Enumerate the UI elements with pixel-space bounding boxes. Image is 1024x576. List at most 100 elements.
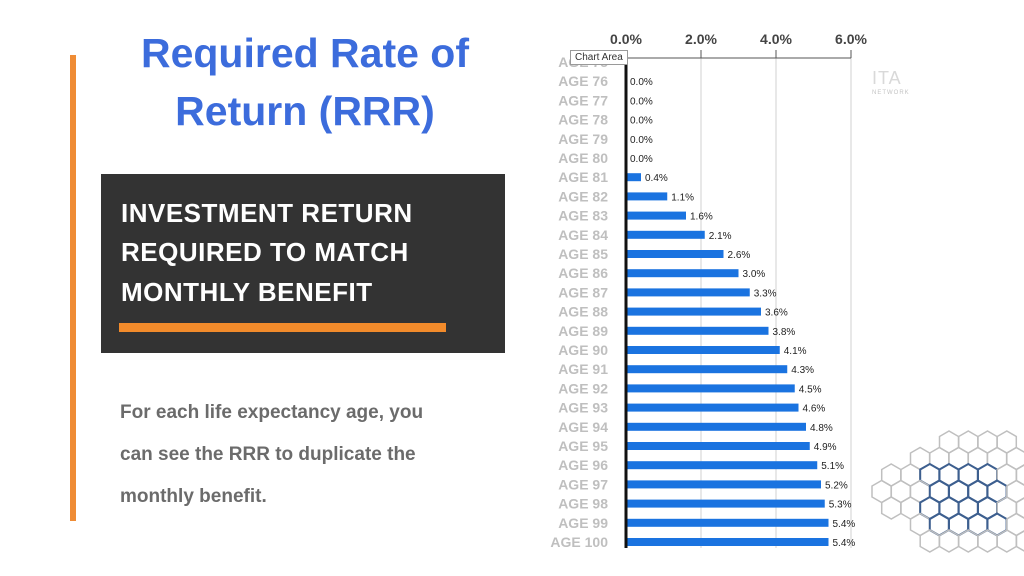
category-label: AGE 100 xyxy=(550,534,608,550)
category-label: AGE 86 xyxy=(558,265,608,281)
box-line-3: MONTHLY BENEFIT xyxy=(121,277,373,307)
bar xyxy=(626,499,825,508)
box-line-2: REQUIRED TO MATCH xyxy=(121,237,409,267)
title-line-2: Return (RRR) xyxy=(175,88,435,134)
logo-fragment: ITA xyxy=(872,68,902,88)
bar xyxy=(626,211,686,220)
hexagon-shape xyxy=(957,529,979,553)
bar xyxy=(626,192,668,201)
desc-line-1: For each life expectancy age, you xyxy=(120,402,424,423)
data-label: 4.9% xyxy=(814,442,837,453)
category-label: AGE 96 xyxy=(558,457,608,473)
data-label: 0.0% xyxy=(630,77,653,88)
category-label: AGE 76 xyxy=(558,73,608,89)
hexagon-shape xyxy=(996,529,1018,553)
bar xyxy=(626,173,641,182)
bar xyxy=(626,288,750,297)
data-label: 0.0% xyxy=(630,135,653,146)
bar xyxy=(626,422,806,431)
rrr-bar-chart[interactable]: 0.0%2.0%4.0%6.0%AGE 75AGE 760.0%AGE 770.… xyxy=(530,20,870,560)
category-label: AGE 79 xyxy=(558,131,608,147)
data-label: 4.3% xyxy=(791,365,814,376)
hexagon-shape xyxy=(919,529,941,553)
hexagon-shape xyxy=(938,529,960,553)
hexagon-shape xyxy=(1015,530,1024,552)
accent-line xyxy=(70,55,76,521)
bar xyxy=(626,230,705,239)
category-label: AGE 89 xyxy=(558,323,608,339)
box-line-1: INVESTMENT RETURN xyxy=(121,198,413,228)
category-label: AGE 88 xyxy=(558,304,608,320)
category-label: AGE 87 xyxy=(558,284,608,300)
data-label: 3.0% xyxy=(743,269,766,280)
bar xyxy=(626,442,810,450)
category-label: AGE 94 xyxy=(558,419,608,435)
category-label: AGE 85 xyxy=(558,246,608,262)
hexagon-shape xyxy=(1015,464,1024,486)
category-label: AGE 84 xyxy=(558,227,608,243)
category-label: AGE 95 xyxy=(558,438,608,454)
bar xyxy=(626,346,780,354)
headline-box: INVESTMENT RETURN REQUIRED TO MATCH MONT… xyxy=(101,174,505,353)
hexagon-shape xyxy=(1015,497,1024,519)
category-label: AGE 77 xyxy=(558,92,608,108)
bar xyxy=(626,480,821,489)
hexagon-shape xyxy=(880,496,902,520)
data-label: 0.0% xyxy=(630,96,653,107)
bar xyxy=(626,384,795,393)
category-label: AGE 81 xyxy=(558,169,608,185)
category-label: AGE 98 xyxy=(558,496,608,512)
description: For each life expectancy age, you can se… xyxy=(120,392,500,518)
bar xyxy=(626,250,724,258)
bar xyxy=(626,461,818,470)
chart-area-tooltip: Chart Area xyxy=(570,50,628,65)
data-label: 2.1% xyxy=(709,231,732,242)
category-label: AGE 82 xyxy=(558,188,608,204)
category-label: AGE 92 xyxy=(558,380,608,396)
hexagon-pattern xyxy=(871,430,1024,553)
x-tick-label: 0.0% xyxy=(610,31,642,47)
bar xyxy=(626,269,739,278)
data-label: 5.1% xyxy=(821,461,844,472)
category-label: AGE 83 xyxy=(558,208,608,224)
data-label: 2.6% xyxy=(728,250,751,261)
category-label: AGE 99 xyxy=(558,515,608,531)
data-label: 4.8% xyxy=(810,423,833,434)
bar xyxy=(626,518,829,527)
data-label: 1.6% xyxy=(690,212,713,223)
bar xyxy=(626,307,761,316)
data-label: 1.1% xyxy=(671,192,694,203)
x-tick-label: 6.0% xyxy=(835,31,867,47)
data-label: 0.0% xyxy=(630,154,653,165)
data-label: 5.2% xyxy=(825,480,848,491)
data-label: 0.0% xyxy=(630,116,653,127)
x-tick-label: 4.0% xyxy=(760,31,792,47)
bar xyxy=(626,538,829,546)
box-underline xyxy=(119,323,446,332)
data-label: 4.6% xyxy=(803,404,826,415)
category-label: AGE 97 xyxy=(558,476,608,492)
category-label: AGE 80 xyxy=(558,150,608,166)
desc-line-3: monthly benefit. xyxy=(120,486,267,507)
data-label: 4.5% xyxy=(799,384,822,395)
category-label: AGE 93 xyxy=(558,400,608,416)
data-label: 4.1% xyxy=(784,346,807,357)
category-label: AGE 78 xyxy=(558,112,608,128)
data-label: 3.3% xyxy=(754,288,777,299)
desc-line-2: can see the RRR to duplicate the xyxy=(120,444,416,465)
data-label: 5.4% xyxy=(833,538,856,549)
data-label: 0.4% xyxy=(645,173,668,184)
data-label: 3.8% xyxy=(773,327,796,338)
logo-subtext: NETWORK xyxy=(872,90,910,96)
x-tick-label: 2.0% xyxy=(685,31,717,47)
category-label: AGE 90 xyxy=(558,342,608,358)
bar xyxy=(626,365,788,374)
title-line-1: Required Rate of xyxy=(140,30,470,76)
data-label: 5.3% xyxy=(829,500,852,511)
category-label: AGE 91 xyxy=(558,361,608,377)
data-label: 3.6% xyxy=(765,308,788,319)
slide-title: Required Rate of Return (RRR) xyxy=(110,24,500,140)
bar xyxy=(626,326,769,335)
hexagon-shape xyxy=(977,529,998,553)
data-label: 5.4% xyxy=(833,519,856,530)
